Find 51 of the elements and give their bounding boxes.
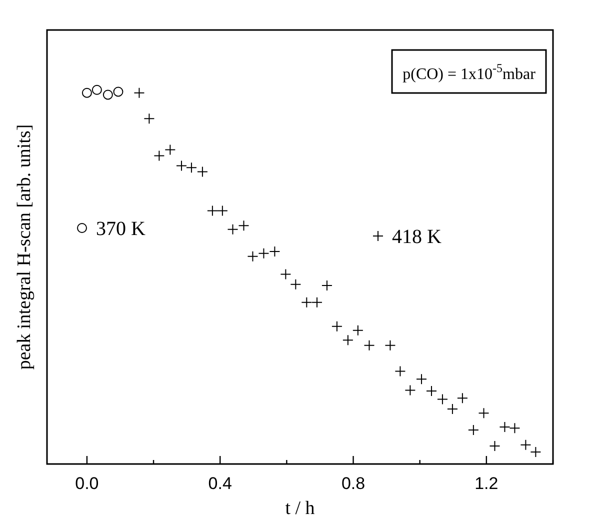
x-tick-label: 0.4 bbox=[208, 474, 232, 493]
point bbox=[394, 366, 406, 377]
point bbox=[489, 440, 500, 452]
point bbox=[311, 296, 322, 308]
point bbox=[404, 384, 416, 396]
point bbox=[520, 439, 532, 450]
point bbox=[364, 340, 375, 351]
point bbox=[134, 87, 145, 98]
point bbox=[238, 220, 250, 232]
legend-label: 370 K bbox=[96, 218, 146, 240]
point bbox=[478, 408, 490, 419]
text: p(CO) = 1x10$^{-5}$mbar bbox=[402, 61, 536, 83]
point bbox=[216, 205, 228, 216]
point bbox=[186, 162, 197, 174]
point bbox=[468, 424, 479, 436]
point bbox=[164, 144, 176, 156]
x-tick-label: 0.0 bbox=[75, 474, 99, 493]
x-tick-label: 0.8 bbox=[341, 474, 366, 493]
point bbox=[82, 88, 92, 98]
point bbox=[446, 404, 458, 414]
x-axis-title: t / h bbox=[285, 498, 316, 519]
point bbox=[196, 166, 208, 178]
point bbox=[176, 160, 187, 172]
point bbox=[280, 268, 292, 280]
point bbox=[154, 150, 165, 162]
x-tick-label: 1.2 bbox=[474, 474, 498, 493]
point bbox=[426, 386, 437, 397]
point bbox=[342, 334, 354, 346]
point bbox=[331, 320, 342, 332]
point bbox=[227, 224, 238, 235]
point bbox=[206, 205, 218, 216]
point bbox=[384, 340, 396, 351]
point bbox=[352, 324, 364, 336]
point bbox=[456, 392, 468, 404]
point bbox=[92, 84, 102, 95]
point bbox=[144, 113, 155, 124]
point bbox=[269, 246, 280, 257]
point bbox=[321, 280, 332, 292]
legend-label: 418 K bbox=[392, 226, 442, 248]
point bbox=[301, 296, 312, 308]
point bbox=[102, 90, 113, 100]
y-axis-title: peak integral H-scan [arb. units] bbox=[14, 124, 35, 370]
point bbox=[113, 86, 124, 97]
point bbox=[436, 394, 448, 405]
point bbox=[509, 422, 520, 434]
point bbox=[290, 278, 302, 290]
point bbox=[247, 250, 258, 262]
point bbox=[258, 248, 270, 259]
point bbox=[530, 446, 542, 458]
point bbox=[416, 374, 428, 385]
point bbox=[499, 421, 510, 432]
